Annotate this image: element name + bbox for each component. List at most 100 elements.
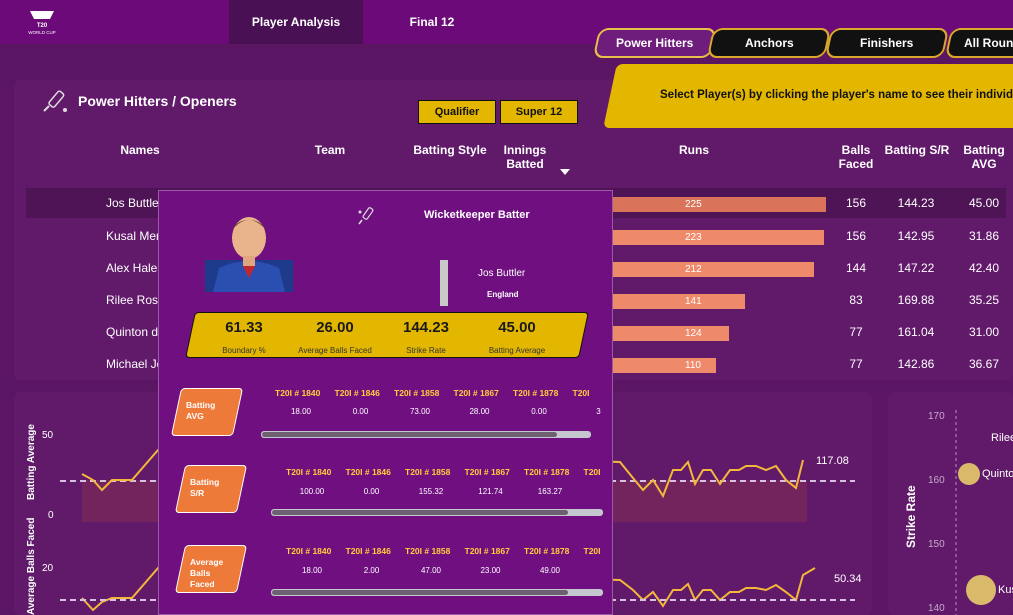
scrollbar-thumb[interactable] bbox=[272, 510, 568, 515]
sr-cell: 142.86 bbox=[897, 357, 935, 371]
match-header: T20I # 1840 bbox=[286, 546, 332, 556]
balls-cell: 77 bbox=[849, 325, 863, 339]
match-value: 155.32 bbox=[418, 487, 444, 496]
stat-label: Batting Average bbox=[488, 346, 546, 355]
header-batting-style[interactable]: Batting Style bbox=[413, 143, 487, 157]
match-value: 49.00 bbox=[539, 566, 561, 575]
sr-tick-140: 140 bbox=[928, 603, 945, 614]
runs-bar[interactable] bbox=[610, 262, 814, 277]
player-name-cell[interactable]: Alex Hales bbox=[106, 261, 164, 275]
match-header: T20I # 1858 bbox=[405, 467, 451, 477]
header-names[interactable]: Names bbox=[120, 143, 160, 157]
match-header: T20I # 1846 bbox=[345, 546, 391, 556]
scatter-point-kusal[interactable] bbox=[966, 575, 996, 605]
avg-cell: 45.00 bbox=[968, 196, 1000, 210]
match-header: T20I bbox=[583, 467, 601, 477]
scrollbar-thumb[interactable] bbox=[262, 432, 557, 437]
batting-average-line bbox=[81, 448, 804, 499]
header-balls-faced[interactable]: Balls Faced bbox=[838, 143, 874, 171]
scatter-gridline bbox=[955, 410, 957, 615]
runs-bar[interactable] bbox=[610, 326, 729, 341]
tab-player-analysis[interactable]: Player Analysis bbox=[229, 0, 363, 44]
stat-value: 45.00 bbox=[498, 319, 536, 336]
cricket-bat-icon bbox=[358, 207, 374, 225]
stat-label: Boundary % bbox=[222, 346, 266, 355]
match-value: 73.00 bbox=[409, 407, 431, 416]
super-12-button[interactable]: Super 12 bbox=[500, 100, 578, 124]
runs-bar-label: 141 bbox=[685, 296, 702, 307]
runs-bar[interactable] bbox=[610, 230, 824, 245]
avg-tick-0: 0 bbox=[48, 510, 54, 521]
match-header: T20I bbox=[572, 388, 590, 398]
player-name-cell[interactable]: Jos Buttler bbox=[106, 196, 163, 210]
balls-faced-line bbox=[81, 566, 816, 612]
sort-descending-icon[interactable] bbox=[560, 169, 570, 175]
avg-cell: 31.00 bbox=[968, 325, 1000, 339]
instruction-text: Select Player(s) by clicking the player'… bbox=[660, 89, 1013, 101]
balls-cell: 144 bbox=[845, 261, 867, 275]
batting-average-axis-title: Batting Average bbox=[26, 424, 37, 500]
stat-label: Average Balls Faced bbox=[298, 346, 372, 355]
match-header: T20I # 1858 bbox=[394, 388, 440, 398]
scrollbar-thumb[interactable] bbox=[272, 590, 568, 595]
header-innings-batted[interactable]: Innings Batted bbox=[503, 143, 547, 171]
filter-power-hitters[interactable]: Power Hitters bbox=[592, 28, 718, 58]
runs-bar-label: 212 bbox=[685, 264, 702, 275]
runs-bar-label: 223 bbox=[685, 232, 702, 243]
match-header: T20I # 1878 bbox=[524, 467, 570, 477]
qualifier-button[interactable]: Qualifier bbox=[418, 100, 496, 124]
runs-bar-label: 225 bbox=[685, 199, 702, 210]
scatter-label-quinton[interactable]: Quinto bbox=[982, 468, 1013, 480]
filter-finishers[interactable]: Finishers bbox=[824, 28, 950, 58]
metric-label: Batting AVG bbox=[186, 400, 216, 421]
sr-tick-160: 160 bbox=[928, 475, 945, 486]
t20-world-cup-logo: T20 WORLD CUP bbox=[28, 11, 56, 35]
stat-value: 144.23 bbox=[403, 319, 449, 336]
runs-bar[interactable] bbox=[610, 358, 716, 373]
match-value: 47.00 bbox=[420, 566, 442, 575]
runs-bar-label: 124 bbox=[685, 328, 702, 339]
match-value: 0.00 bbox=[352, 407, 369, 416]
sr-cell: 144.23 bbox=[897, 196, 935, 210]
match-value: 121.74 bbox=[478, 487, 503, 496]
filter-anchors[interactable]: Anchors bbox=[706, 28, 832, 58]
match-value: 2.00 bbox=[363, 566, 380, 575]
avg-cell: 42.40 bbox=[968, 261, 1000, 275]
sr-tick-170: 170 bbox=[928, 411, 945, 422]
balls-cell: 83 bbox=[849, 293, 863, 307]
sr-cell: 147.22 bbox=[897, 261, 935, 275]
tab-final-12[interactable]: Final 12 bbox=[409, 15, 455, 29]
header-team[interactable]: Team bbox=[314, 143, 346, 157]
svg-text:WORLD CUP: WORLD CUP bbox=[28, 30, 56, 35]
match-value: 0.00 bbox=[531, 407, 547, 416]
cricket-bat-icon bbox=[43, 90, 67, 112]
match-header: T20I # 1846 bbox=[345, 467, 391, 477]
match-value: 23.00 bbox=[480, 566, 501, 575]
scatter-label-rilee[interactable]: Rilee bbox=[991, 432, 1013, 444]
stat-value: 26.00 bbox=[316, 319, 354, 336]
header-runs[interactable]: Runs bbox=[679, 143, 709, 157]
match-header: T20I # 1867 bbox=[453, 388, 499, 398]
balls-cell: 77 bbox=[849, 357, 863, 371]
player-team: England bbox=[487, 290, 519, 299]
filter-all-rounders[interactable]: All Rounders bbox=[944, 28, 1013, 58]
runs-bar[interactable] bbox=[610, 197, 826, 212]
avg-end-label: 117.08 bbox=[816, 455, 849, 467]
match-value: 18.00 bbox=[301, 566, 323, 575]
match-header: T20I # 1878 bbox=[524, 546, 570, 556]
section-title: Power Hitters / Openers bbox=[78, 93, 237, 109]
strike-rate-axis-title: Strike Rate bbox=[904, 485, 918, 548]
balls-cell: 156 bbox=[845, 229, 867, 243]
header-batting-sr[interactable]: Batting S/R bbox=[884, 143, 950, 157]
header-batting-avg[interactable]: Batting AVG bbox=[963, 143, 1005, 171]
runs-bar[interactable] bbox=[610, 294, 745, 309]
player-photo bbox=[205, 217, 293, 292]
balls-cell: 156 bbox=[845, 196, 867, 210]
balls-tick-20: 20 bbox=[42, 563, 54, 574]
stat-value: 61.33 bbox=[225, 319, 263, 336]
scatter-label-kusal[interactable]: Kusa bbox=[998, 584, 1013, 596]
scatter-point-quinton[interactable] bbox=[958, 463, 980, 485]
sr-cell: 161.04 bbox=[897, 325, 935, 339]
match-value: 18.00 bbox=[290, 407, 312, 416]
match-header: T20I bbox=[583, 546, 601, 556]
